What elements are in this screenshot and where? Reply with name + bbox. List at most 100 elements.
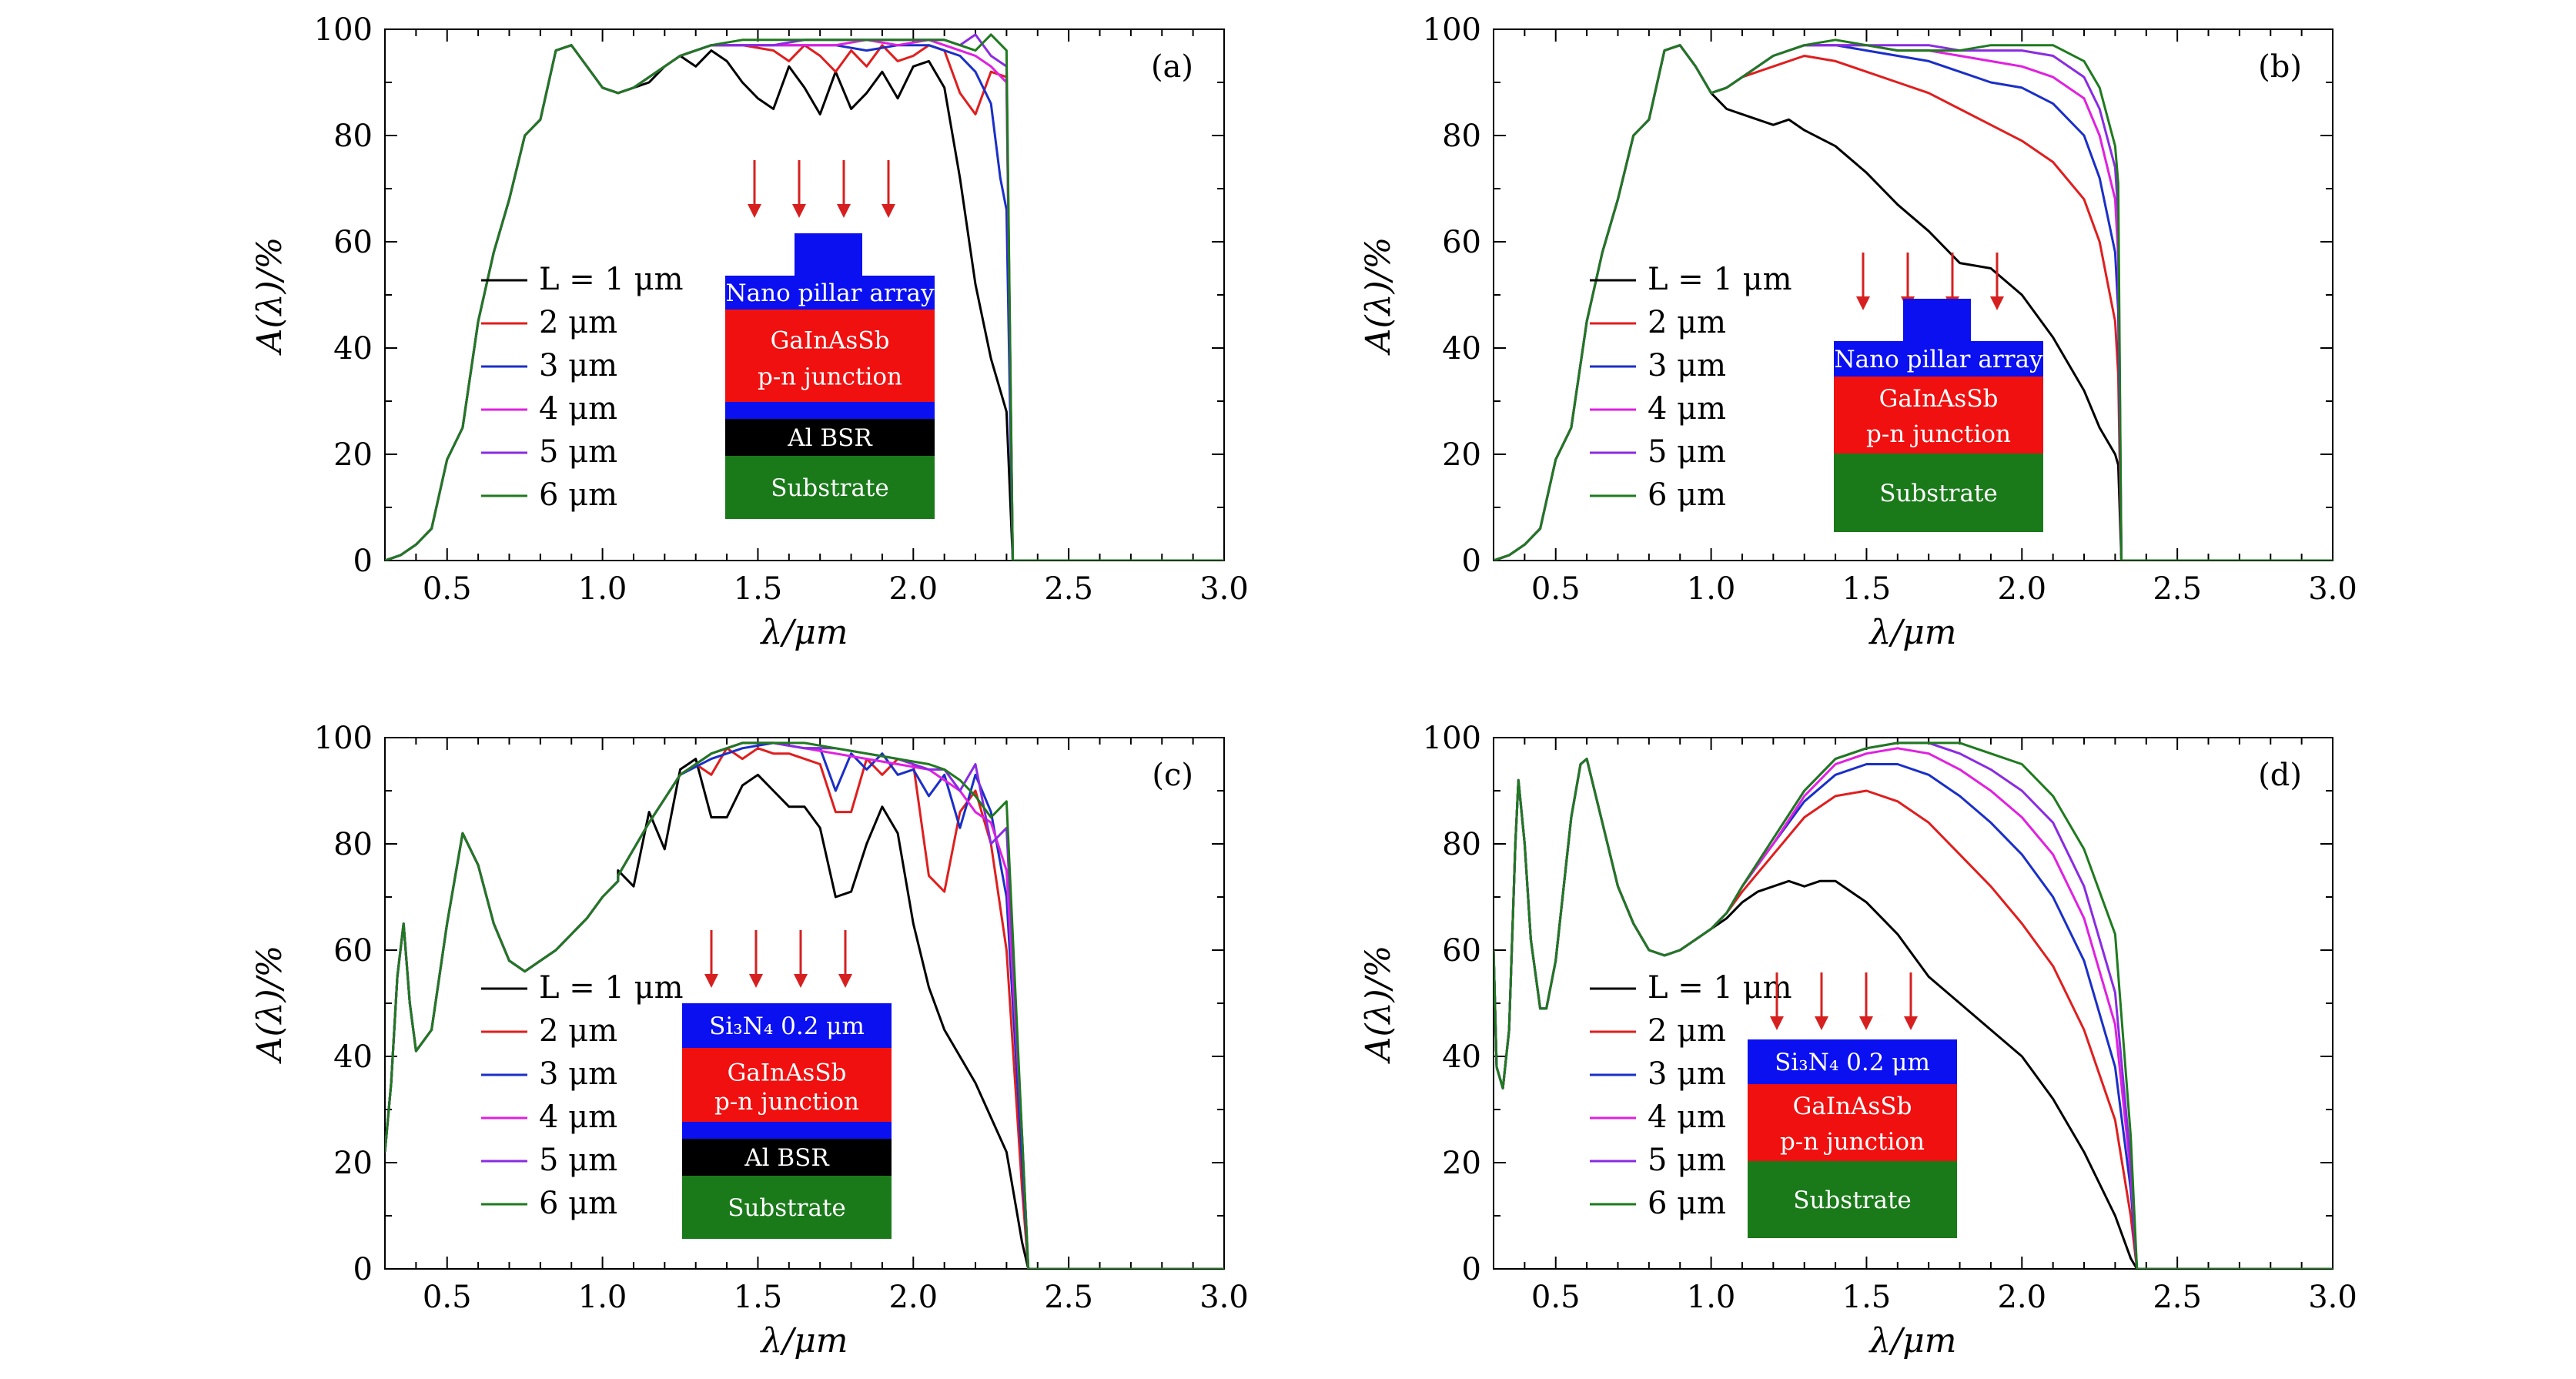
y-axis-title: A(λ)/%: [1359, 946, 1398, 1065]
inset-layer-blue: [725, 276, 935, 310]
legend-entry-label: 4 μm: [539, 1100, 617, 1135]
inset-layer-label: Substrate: [728, 1194, 846, 1222]
series-line-6: [385, 33, 1224, 561]
y-tick-label: 40: [333, 331, 373, 367]
inset-layer-black: [682, 1139, 892, 1176]
y-tick-label: 80: [333, 119, 373, 154]
series-lines: [385, 741, 1224, 1269]
inset-layer-black: [725, 419, 935, 456]
x-axis-title: λ/μm: [759, 1321, 848, 1361]
inset-layer-label: GaInAsSb: [771, 327, 890, 355]
chart-panel-b: 0.5 1.0 1.5 2.0 2.5 3.0 0 20 40 60 80 100 λ/μm A(λ)/%…: [1359, 12, 2357, 652]
x-tick-label: 0.5: [423, 1280, 472, 1315]
x-tick-label: 1.0: [1687, 1280, 1736, 1315]
legend-entry-label: L = 1 μm: [539, 970, 684, 1006]
y-tick-label: 0: [1462, 544, 1481, 579]
inset-layer-green: [1834, 454, 2043, 532]
inset-layer-label: Substrate: [1793, 1187, 1912, 1214]
inset-layer-label: Nano pillar array: [1835, 346, 2043, 373]
legend-entry-label: L = 1 μm: [1648, 262, 1792, 297]
legend-entry-label: 6 μm: [1648, 477, 1726, 513]
y-tick-label: 20: [333, 437, 373, 473]
x-tick-label: 2.0: [888, 571, 938, 607]
inset-layer-label: p-n junction: [1866, 420, 2011, 448]
legend-entry-label: 2 μm: [539, 305, 617, 340]
y-tick-label: 100: [314, 721, 373, 756]
x-tick-label: 0.5: [1531, 1280, 1581, 1315]
x-tick-label: 2.0: [1997, 571, 2046, 607]
x-tick-label: 3.0: [2308, 571, 2357, 607]
x-axis-title: λ/μm: [1868, 1321, 1956, 1361]
x-tick-label: 3.0: [1199, 1280, 1249, 1315]
x-tick-label: 3.0: [1199, 571, 1249, 607]
inset-layer-label: Si₃N₄ 0.2 μm: [709, 1012, 865, 1040]
y-tick-label: 60: [333, 225, 373, 260]
chart-panel-a: 0.5 1.0 1.5 2.0 2.5 3.0 0 20 40 60 80 100 λ/μm A(λ)/%…: [250, 12, 1249, 652]
inset-layer-label: Nano pillar array: [726, 279, 935, 307]
series-lines: [1494, 38, 2333, 561]
y-tick-label: 100: [1423, 12, 1481, 48]
inset-layer-label: GaInAsSb: [1879, 385, 1999, 413]
y-tick-label: 40: [333, 1039, 373, 1075]
panel-label: (d): [2258, 758, 2302, 793]
legend-entry-label: 3 μm: [539, 1056, 617, 1092]
legend-entry-label: 6 μm: [1648, 1186, 1726, 1221]
legend-entry-label: 2 μm: [539, 1013, 617, 1049]
series-line-6: [385, 741, 1224, 1269]
inset-layer-green: [682, 1176, 892, 1239]
y-tick-label: 100: [1423, 721, 1481, 756]
legend-entry-label: L = 1 μm: [539, 262, 684, 297]
x-tick-label: 3.0: [2308, 1280, 2357, 1315]
inset-layer-label: p-n junction: [758, 363, 902, 390]
inset-layer-label: GaInAsSb: [728, 1059, 847, 1087]
series-line-6: [1494, 741, 2333, 1269]
inset-diagram: Nano pillar array GaInAsSb p-n junction Al …: [725, 160, 935, 519]
x-tick-label: 2.5: [1044, 571, 1093, 607]
y-tick-label: 60: [333, 933, 373, 969]
inset-layer-label: Al BSR: [744, 1144, 830, 1172]
y-tick-label: 20: [1442, 1146, 1481, 1181]
y-tick-label: 100: [314, 12, 373, 48]
y-tick-label: 80: [1442, 827, 1481, 862]
inset-layer-red: [1748, 1084, 1957, 1161]
nano-pillar: [795, 233, 862, 276]
legend-entry-label: 5 μm: [1648, 434, 1726, 470]
inset-layer-blue: [682, 1122, 892, 1139]
inset-layer-red: [682, 1048, 892, 1122]
y-axis-title: A(λ)/%: [1359, 237, 1398, 356]
legend-entry-label: 3 μm: [1648, 1056, 1726, 1092]
inset-layer-green: [725, 456, 935, 519]
inset-layer-label: p-n junction: [1780, 1128, 1925, 1156]
inset-layer-blue: [725, 402, 935, 419]
panel-label: (c): [1152, 758, 1193, 793]
y-tick-label: 20: [1442, 437, 1481, 473]
legend-entry-label: 5 μm: [539, 434, 617, 470]
nano-pillar: [1903, 299, 1971, 342]
legend: L = 1 μm 2 μm 3 μm 4 μm 5 μm 6 μm: [1590, 262, 1792, 513]
legend: L = 1 μm 2 μm 3 μm 4 μm 5 μm 6 μm: [481, 262, 684, 513]
legend-entry-label: 5 μm: [1648, 1143, 1726, 1178]
inset-layer-blue: [1748, 1039, 1957, 1084]
inset-layer-green: [1748, 1161, 1957, 1238]
y-axis-title: A(λ)/%: [250, 946, 289, 1065]
x-tick-label: 1.5: [1842, 1280, 1892, 1315]
chart-panel-c: 0.5 1.0 1.5 2.0 2.5 3.0 0 20 40 60 80 100 λ/μm A(λ)/%…: [250, 721, 1249, 1361]
x-axis-title: λ/μm: [759, 613, 848, 652]
x-tick-label: 1.5: [1842, 571, 1892, 607]
legend-entry-label: 6 μm: [539, 1186, 617, 1221]
legend-entry-label: 6 μm: [539, 477, 617, 513]
y-tick-label: 40: [1442, 331, 1481, 367]
inset-layer-red: [1834, 377, 2043, 454]
legend-entry-label: 5 μm: [539, 1143, 617, 1178]
inset-layer-label: Si₃N₄ 0.2 μm: [1775, 1049, 1930, 1076]
y-tick-label: 20: [333, 1146, 373, 1181]
series-line-6: [1494, 38, 2333, 561]
chart-panel-d: 0.5 1.0 1.5 2.0 2.5 3.0 0 20 40 60 80 100 λ/μm A(λ)/%…: [1359, 721, 2357, 1361]
x-tick-label: 0.5: [1531, 571, 1581, 607]
inset-layer-label: Substrate: [1879, 480, 1998, 507]
y-tick-label: 40: [1442, 1039, 1481, 1075]
series-lines: [1494, 741, 2333, 1269]
y-tick-label: 80: [1442, 119, 1481, 154]
legend: L = 1 μm 2 μm 3 μm 4 μm 5 μm 6 μm: [481, 970, 684, 1221]
